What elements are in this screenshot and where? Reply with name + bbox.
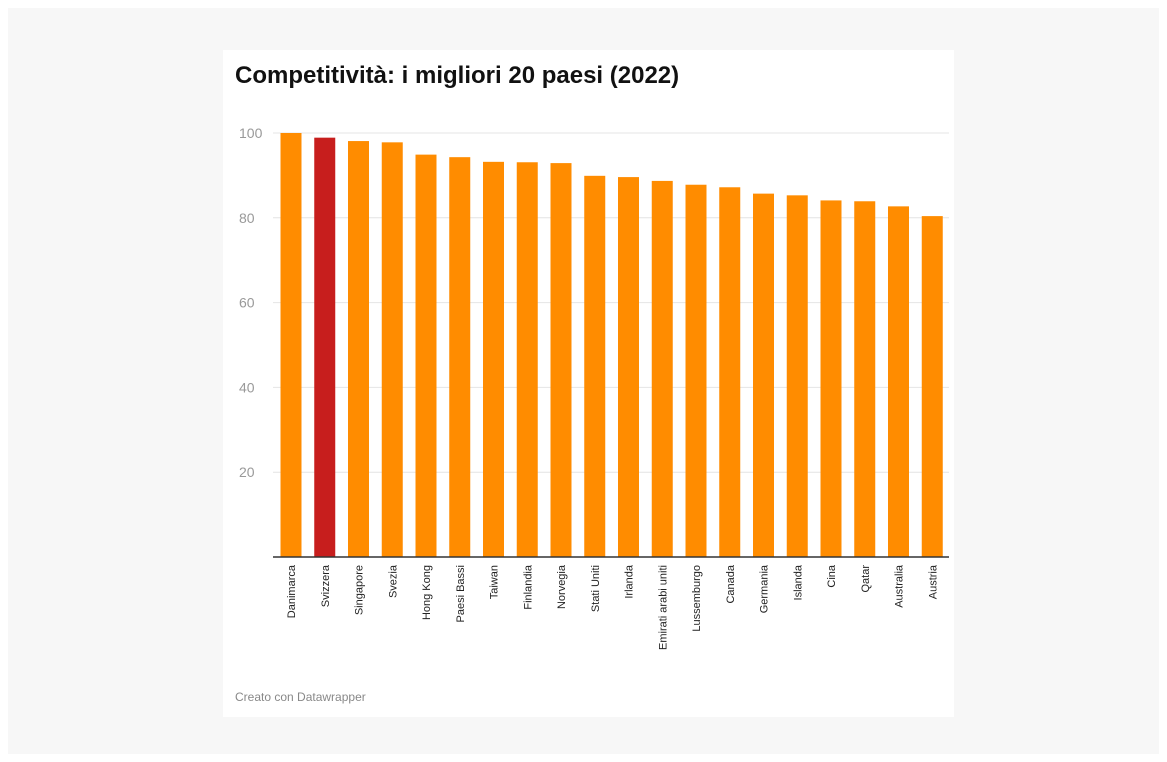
- bar-singapore: [348, 141, 369, 557]
- bar-lussemburgo: [685, 184, 707, 557]
- bar-chart: 20 40 60 80 100 Danimarca Svizzera Singapore Sve…: [239, 125, 949, 650]
- x-tick-label: Austria: [927, 564, 939, 599]
- x-tick-label: Danimarca: [286, 564, 298, 618]
- x-tick-label: Stati Uniti: [590, 565, 602, 612]
- bar-paesi-bassi: [449, 157, 471, 557]
- y-tick-label: 100: [239, 125, 263, 141]
- x-tick-label: Emirati arabi uniti: [657, 565, 669, 650]
- y-tick-label: 20: [239, 464, 255, 480]
- bar-canada: [719, 187, 741, 557]
- y-tick-label: 80: [239, 210, 255, 226]
- x-tick-label: Cina: [826, 564, 838, 588]
- x-tick-label: Taiwan: [489, 565, 501, 599]
- bar-taiwan: [483, 161, 504, 557]
- x-tick-label: Paesi Bassi: [455, 565, 467, 622]
- x-tick-label: Qatar: [860, 565, 872, 593]
- bar-danimarca: [280, 133, 302, 557]
- bar-irlanda: [618, 177, 639, 557]
- bar-finlandia: [516, 162, 538, 558]
- bar-norvegia: [550, 163, 572, 557]
- chart-title: Competitività: i migliori 20 paesi (2022…: [235, 62, 680, 89]
- x-tick-label: Svezia: [387, 564, 399, 598]
- x-tick-label: Australia: [894, 564, 906, 608]
- bar-stati-uniti: [584, 175, 606, 557]
- x-tick-label: Norvegia: [556, 564, 568, 609]
- x-tick-label: Svizzera: [320, 564, 332, 607]
- y-tick-label: 40: [239, 379, 255, 395]
- x-tick-label: Islanda: [792, 564, 804, 600]
- x-tick-label: Singapore: [354, 565, 366, 615]
- bar-cina: [820, 200, 842, 557]
- bar-svezia: [381, 142, 403, 557]
- x-tick-label: Germania: [759, 564, 771, 613]
- x-tick-label: Finlandia: [522, 564, 534, 610]
- x-tick-label: Irlanda: [624, 564, 636, 599]
- bar-austria: [921, 216, 943, 557]
- bar-svizzera: [314, 137, 336, 557]
- credit-link[interactable]: Creato con Datawrapper: [235, 690, 366, 704]
- chart-card: Competitività: i migliori 20 paesi (2022…: [223, 50, 954, 717]
- x-tick-label: Hong Kong: [421, 565, 433, 620]
- bar-australia: [888, 206, 909, 558]
- page-background: Competitività: i migliori 20 paesi (2022…: [8, 8, 1159, 754]
- x-tick-label: Canada: [725, 564, 737, 603]
- bar-qatar: [854, 201, 876, 558]
- bar-hong-kong: [415, 154, 437, 557]
- bar-germania: [753, 193, 774, 557]
- y-tick-label: 60: [239, 295, 255, 311]
- x-tick-label: Lussemburgo: [691, 565, 703, 632]
- bar-emirati-arabi-uniti: [651, 180, 673, 558]
- bar-islanda: [786, 195, 808, 557]
